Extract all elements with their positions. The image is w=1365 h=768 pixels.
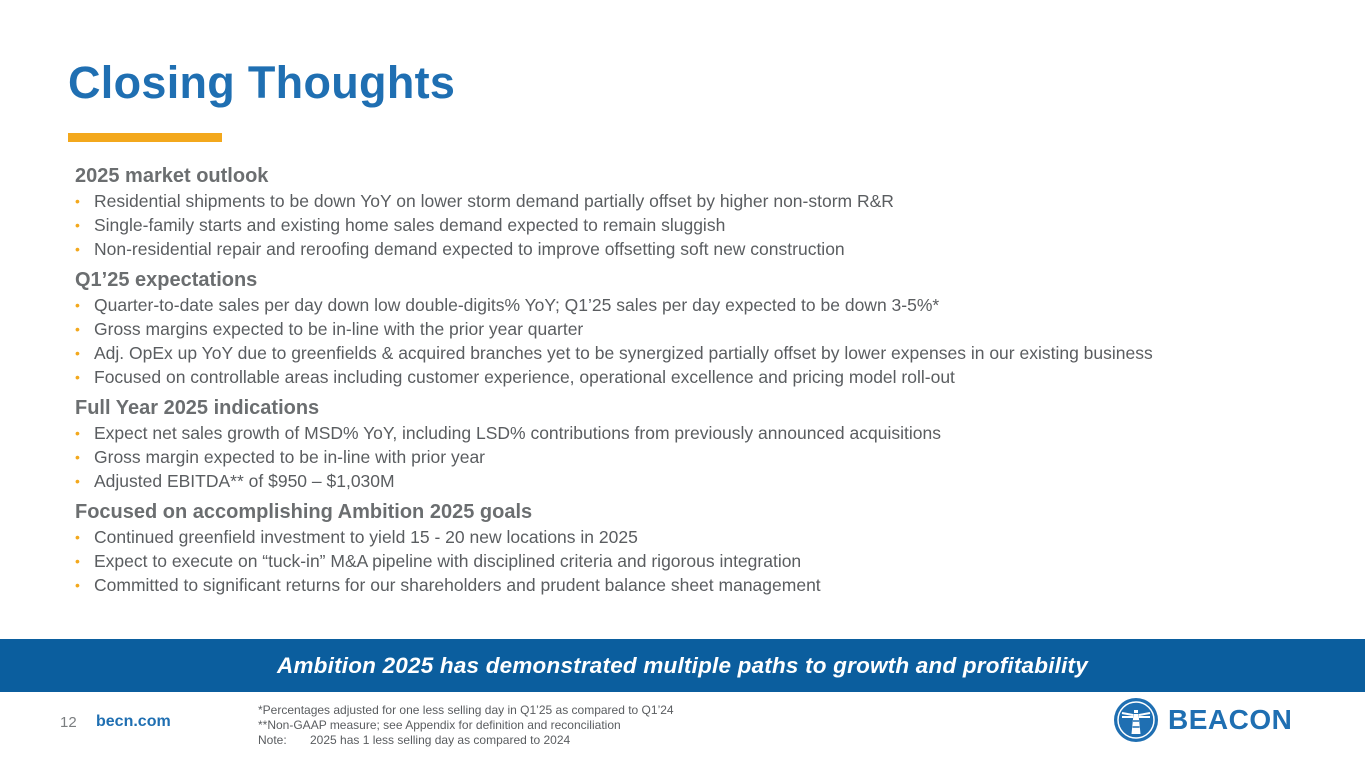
- bullet-dot-icon: •: [75, 321, 80, 337]
- list-item: • Focused on controllable areas including…: [75, 367, 955, 387]
- bullet-dot-icon: •: [75, 473, 80, 489]
- slide-content: 2025 market outlook • Residential shipmen…: [75, 163, 1345, 603]
- section-heading: Full Year 2025 indications: [75, 397, 320, 419]
- section-heading: Focused on accomplishing Ambition 2025 g…: [75, 501, 533, 523]
- list-item: • Committed to significant returns for ou…: [75, 575, 821, 595]
- bullet-dot-icon: •: [75, 449, 80, 465]
- list-item: • Quarter-to-date sales per day down low …: [75, 295, 940, 315]
- ambition-banner: Ambition 2025 has demonstrated multiple …: [0, 639, 1365, 692]
- section-heading: Q1’25 expectations: [75, 269, 258, 291]
- list-item: • Non-residential repair and reroofing de…: [75, 239, 845, 259]
- bullet-dot-icon: •: [75, 193, 80, 209]
- bullet-dot-icon: •: [75, 529, 80, 545]
- bullet-dot-icon: •: [75, 297, 80, 313]
- list-item: • Adj. OpEx up YoY due to greenfields & a…: [75, 343, 1153, 363]
- note-label: Note:: [258, 733, 287, 747]
- bullet-dot-icon: •: [75, 577, 80, 593]
- logo-wordmark: BEACON: [1168, 704, 1293, 735]
- page-number: 12: [60, 714, 77, 731]
- footnote-note: Note: 2025 has 1 less selling day as comp…: [258, 733, 674, 748]
- footnotes: *Percentages adjusted for one less selli…: [258, 703, 674, 748]
- beacon-logo: BEACON: [1112, 696, 1292, 744]
- section-heading: 2025 market outlook: [75, 165, 269, 187]
- footnote-percentages: *Percentages adjusted for one less selli…: [258, 703, 674, 717]
- beacon-lighthouse-icon: [1114, 698, 1158, 742]
- section-ambition-goals: Focused on accomplishing Ambition 2025 g…: [75, 499, 1345, 597]
- list-item: • Expect to execute on “tuck-in” M&A pipe…: [75, 551, 802, 571]
- section-market-outlook: 2025 market outlook • Residential shipmen…: [75, 163, 1345, 261]
- bullet-dot-icon: •: [75, 553, 80, 569]
- section-full-year-indications: Full Year 2025 indications • Expect net s…: [75, 395, 1345, 493]
- list-item: • Residential shipments to be down YoY on…: [75, 191, 894, 211]
- bullet-dot-icon: •: [75, 345, 80, 361]
- title-underline: [68, 133, 222, 142]
- bullet-dot-icon: •: [75, 425, 80, 441]
- list-item: • Single-family starts and existing home …: [75, 215, 726, 235]
- list-item: • Gross margins expected to be in-line wi…: [75, 319, 584, 339]
- website-link[interactable]: becn.com: [96, 713, 171, 730]
- bullet-dot-icon: •: [75, 241, 80, 257]
- note-text: 2025 has 1 less selling day as compared …: [310, 733, 571, 747]
- bullet-dot-icon: •: [75, 217, 80, 233]
- list-item: • Expect net sales growth of MSD% YoY, in…: [75, 423, 941, 443]
- list-item: • Gross margin expected to be in-line wit…: [75, 447, 486, 467]
- slide-title: Closing Thoughts: [68, 57, 456, 108]
- footnote-non-gaap: **Non-GAAP measure; see Appendix for def…: [258, 718, 621, 732]
- section-q1-expectations: Q1’25 expectations • Quarter-to-date sale…: [75, 267, 1345, 389]
- bullet-dot-icon: •: [75, 369, 80, 385]
- list-item: • Continued greenfield investment to yiel…: [75, 527, 638, 547]
- banner-text: Ambition 2025 has demonstrated multiple …: [277, 652, 1088, 678]
- list-item: • Adjusted EBITDA** of $950 – $1,030M: [75, 471, 395, 491]
